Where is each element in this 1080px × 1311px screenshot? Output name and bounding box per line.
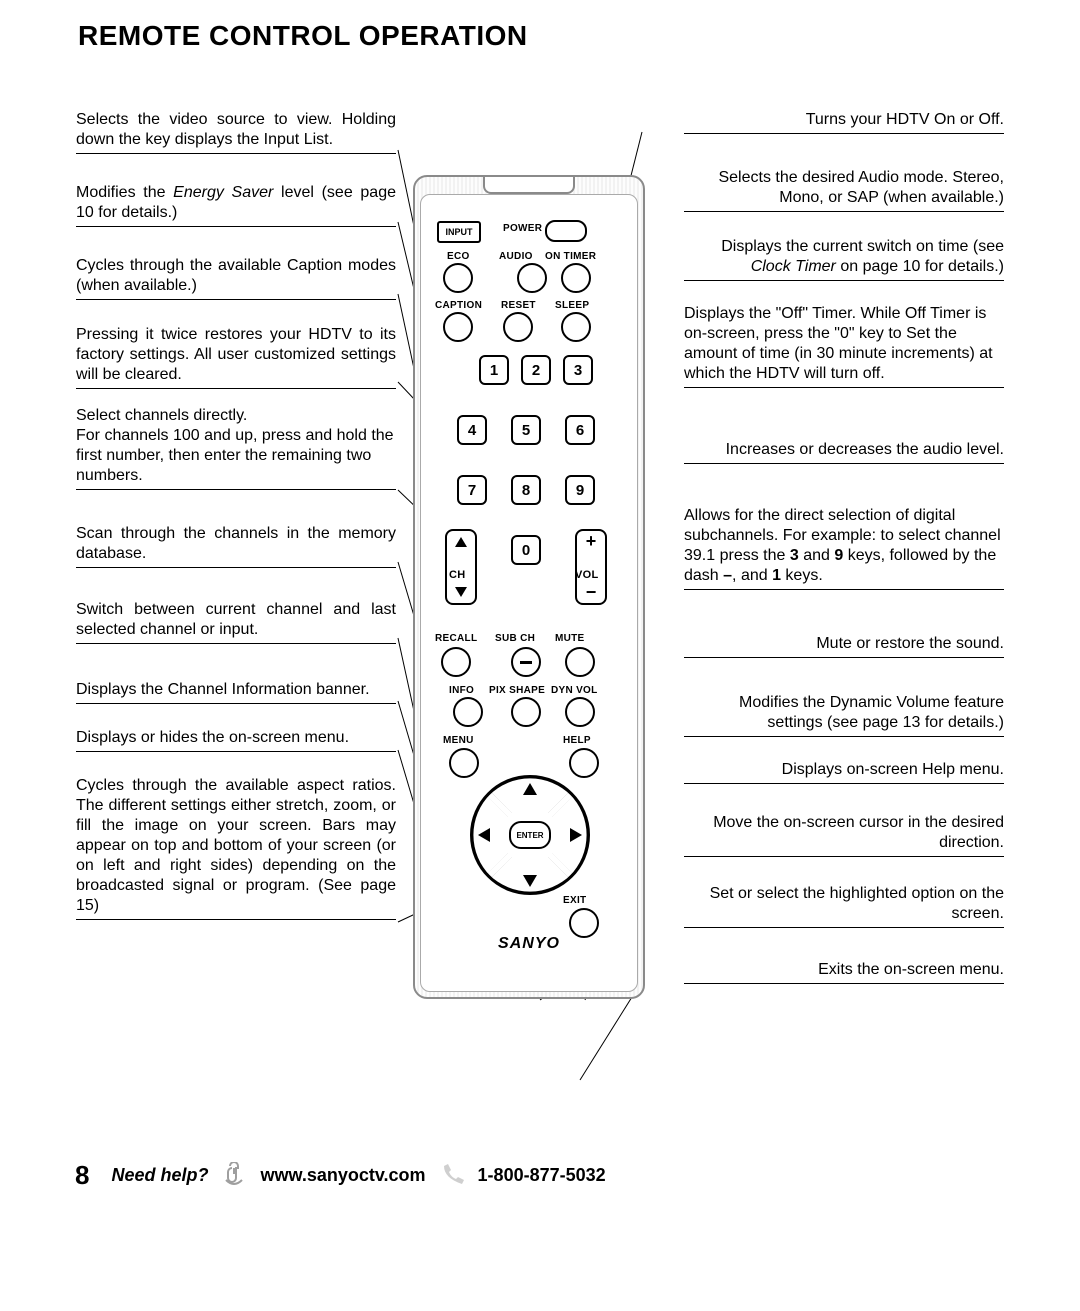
callout-right-10: Set or select the highlighted option on …: [684, 884, 1004, 928]
menu-button: [449, 748, 479, 778]
callout-right-4: Increases or decreases the audio level.: [684, 440, 1004, 464]
number-0-button: 0: [511, 535, 541, 565]
callout-left-7: Displays the Channel Information banner.: [76, 680, 396, 704]
info-label: INFO: [449, 685, 474, 696]
pixshape-button: [511, 697, 541, 727]
page-number: 8: [75, 1160, 89, 1191]
number-8-button: 8: [511, 475, 541, 505]
caption-button: [443, 312, 473, 342]
callout-left-6: Switch between current channel and last …: [76, 600, 396, 644]
callout-left-9: Cycles through the available aspect rati…: [76, 776, 396, 920]
website-label: www.sanyoctv.com: [260, 1165, 425, 1186]
page: REMOTE CONTROL OPERATION Selects the vid…: [0, 0, 1080, 1311]
sleep-label: SLEEP: [555, 300, 589, 311]
callout-left-0: Selects the video source to view. Holdin…: [76, 110, 396, 154]
callout-right-8: Displays on-screen Help menu.: [684, 760, 1004, 784]
callout-right-7: Modifies the Dynamic Volume feature sett…: [684, 693, 1004, 737]
number-2-button: 2: [521, 355, 551, 385]
subch-label: SUB CH: [495, 633, 535, 644]
number-5-button: 5: [511, 415, 541, 445]
sleep-button: [561, 312, 591, 342]
callout-right-3: Displays the "Off" Timer. While Off Time…: [684, 304, 1004, 388]
number-7-button: 7: [457, 475, 487, 505]
number-4-button: 4: [457, 415, 487, 445]
recall-label: RECALL: [435, 633, 477, 644]
page-footer: 8 Need help? www.sanyoctv.com 1-800-877-…: [75, 1160, 606, 1191]
callout-right-11: Exits the on-screen menu.: [684, 960, 1004, 984]
help-button: [569, 748, 599, 778]
pixshape-label: PIX SHAPE: [489, 685, 545, 696]
eco-label: ECO: [447, 251, 470, 262]
power-label: POWER: [503, 223, 542, 234]
enter-button: ENTER: [509, 821, 551, 849]
callout-right-2: Displays the current switch on time (see…: [684, 237, 1004, 281]
audio-label: AUDIO: [499, 251, 533, 262]
channel-rocker: [445, 529, 477, 605]
power-button: [545, 220, 587, 242]
input-button: INPUT: [437, 221, 481, 243]
menu-label: MENU: [443, 735, 474, 746]
callout-right-9: Move the on-screen cursor in the desired…: [684, 813, 1004, 857]
callout-left-5: Scan through the channels in the memory …: [76, 524, 396, 568]
dpad: ENTER: [470, 775, 590, 895]
mute-button: [565, 647, 595, 677]
page-title: REMOTE CONTROL OPERATION: [78, 20, 528, 52]
remote-control-diagram: INPUT POWER ECO AUDIO ON TIMER CAPTION R…: [413, 175, 645, 999]
number-6-button: 6: [565, 415, 595, 445]
phone-label: 1-800-877-5032: [478, 1165, 606, 1186]
exit-button: [569, 908, 599, 938]
reset-button: [503, 312, 533, 342]
vol-label: VOL: [575, 569, 599, 581]
reset-label: RESET: [501, 300, 536, 311]
phone-icon: [438, 1162, 466, 1190]
dynvol-button: [565, 697, 595, 727]
recall-button: [441, 647, 471, 677]
number-3-button: 3: [563, 355, 593, 385]
callout-right-0: Turns your HDTV On or Off.: [684, 110, 1004, 134]
help-label: HELP: [563, 735, 591, 746]
mute-label: MUTE: [555, 633, 585, 644]
need-help-label: Need help?: [111, 1165, 208, 1186]
subch-button: [511, 647, 541, 677]
callout-right-1: Selects the desired Audio mode. Stereo, …: [684, 168, 1004, 212]
number-9-button: 9: [565, 475, 595, 505]
callout-right-6: Mute or restore the sound.: [684, 634, 1004, 658]
volume-rocker: + −: [575, 529, 607, 605]
callout-right-5: Allows for the direct selection of digit…: [684, 506, 1004, 590]
callout-left-1: Modifies the Energy Saver level (see pag…: [76, 183, 396, 227]
ontimer-button: [561, 263, 591, 293]
ontimer-label: ON TIMER: [545, 251, 596, 262]
number-1-button: 1: [479, 355, 509, 385]
caption-label: CAPTION: [435, 300, 482, 311]
info-button: [453, 697, 483, 727]
dynvol-label: DYN VOL: [551, 685, 598, 696]
eco-button: [443, 263, 473, 293]
audio-button: [517, 263, 547, 293]
callout-left-3: Pressing it twice restores your HDTV to …: [76, 325, 396, 389]
brand-label: SANYO: [498, 935, 560, 953]
mouse-icon: [220, 1162, 248, 1190]
callout-left-4: Select channels directly.For channels 10…: [76, 406, 396, 490]
callout-left-2: Cycles through the available Caption mod…: [76, 256, 396, 300]
ch-label: CH: [449, 569, 466, 581]
callout-left-8: Displays or hides the on-screen menu.: [76, 728, 396, 752]
exit-label: EXIT: [563, 895, 586, 906]
